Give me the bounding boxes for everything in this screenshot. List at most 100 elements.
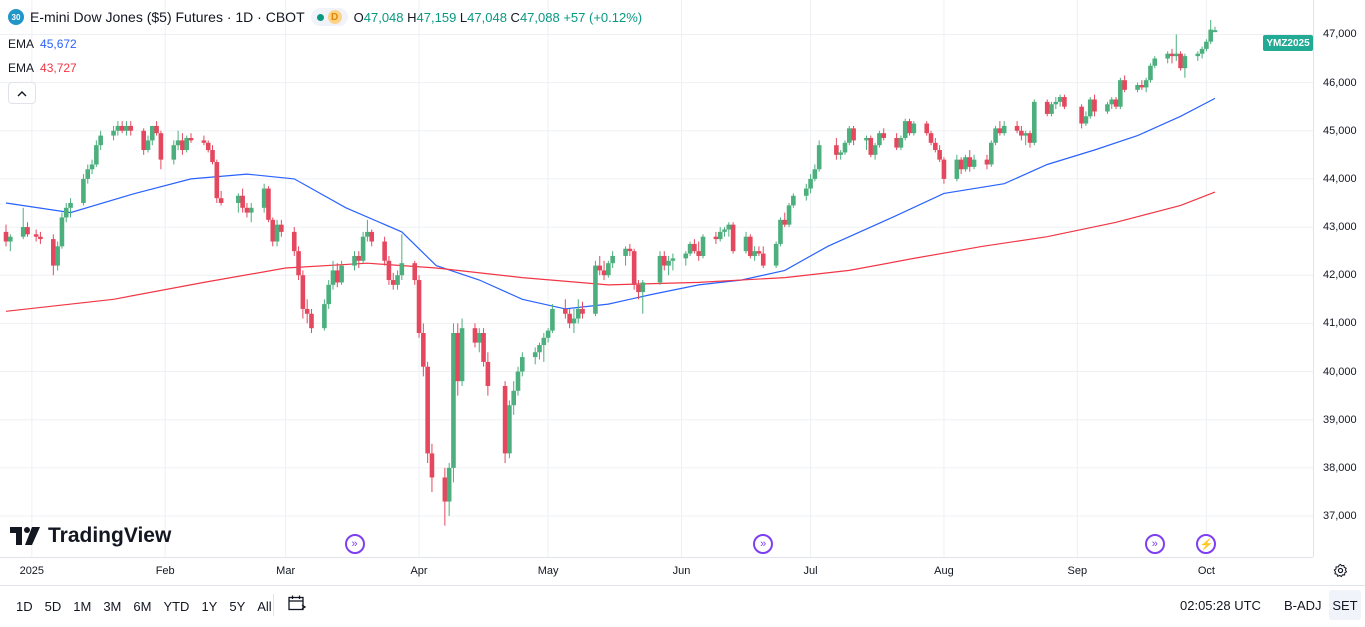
candle-body: [834, 145, 839, 155]
price-tick-label: 45,000: [1323, 124, 1357, 137]
ema-fast-line: [5, 97, 1216, 310]
candle-body: [261, 188, 267, 208]
candle: [1001, 121, 1007, 136]
candle: [623, 246, 628, 266]
range-button-6m[interactable]: 6M: [133, 598, 152, 614]
candle-body: [38, 236, 43, 240]
candle-body: [94, 145, 99, 165]
candle-body: [997, 128, 1003, 134]
candle: [1199, 46, 1205, 59]
range-button-5y[interactable]: 5Y: [229, 598, 246, 614]
range-button-1y[interactable]: 1Y: [201, 598, 218, 614]
range-buttons: 1D 5D 1M 3M 6M YTD 1Y 5Y All: [10, 596, 278, 616]
adjustment-toggle[interactable]: B-ADJ: [1284, 598, 1322, 613]
candle-body: [33, 234, 39, 237]
candle: [184, 135, 190, 153]
dividend-event-marker[interactable]: »: [1144, 534, 1165, 554]
market-open-icon: [316, 13, 324, 21]
chart-area[interactable]: [0, 0, 1313, 557]
candle-body: [322, 304, 327, 329]
candle-body: [864, 137, 869, 141]
dividend-event-marker[interactable]: »: [344, 534, 365, 554]
candle-body: [279, 224, 284, 232]
candle: [455, 323, 461, 396]
candle-body: [713, 236, 719, 240]
candle: [550, 304, 555, 334]
candle-body: [606, 263, 611, 276]
candle-body: [1105, 104, 1110, 112]
candle-body: [296, 251, 301, 276]
range-button-3m[interactable]: 3M: [103, 598, 122, 614]
candle-body: [429, 453, 435, 478]
market-status[interactable]: D: [310, 8, 348, 26]
candle: [941, 157, 947, 184]
candle: [214, 159, 220, 203]
candle-body: [1044, 101, 1050, 114]
candle-body: [218, 198, 224, 203]
ema-slow-legend[interactable]: EMA 43,727: [8, 61, 77, 75]
candle: [786, 202, 792, 228]
candle: [1087, 97, 1093, 119]
candle-body: [1087, 99, 1093, 117]
collapse-legend-button[interactable]: [8, 82, 36, 104]
range-button-1m[interactable]: 1M: [73, 598, 92, 614]
dividend-event-marker[interactable]: »: [753, 534, 774, 554]
candle: [640, 280, 646, 314]
range-button-ytd[interactable]: YTD: [163, 598, 190, 614]
candle: [94, 140, 99, 167]
price-axis[interactable]: [1313, 0, 1365, 557]
earnings-event-marker[interactable]: ⚡: [1196, 534, 1217, 554]
chart-settings-button[interactable]: [1330, 562, 1350, 582]
candle-body: [1152, 58, 1158, 66]
candle-body: [937, 150, 942, 160]
candle-body: [958, 159, 964, 170]
candle: [416, 275, 422, 338]
candle: [442, 467, 448, 526]
candle-body: [683, 253, 689, 259]
candle-body: [756, 251, 762, 254]
time-axis[interactable]: 2025 Feb Mar Apr May Jun Jul Aug Sep Oct: [0, 557, 1313, 586]
range-button-5d[interactable]: 5D: [44, 598, 62, 614]
candle: [399, 234, 405, 281]
candle-body: [270, 219, 276, 242]
candle-body: [386, 260, 392, 281]
candle: [124, 121, 129, 136]
candle: [205, 140, 211, 153]
candle: [803, 183, 809, 201]
candle: [339, 260, 344, 285]
candle: [748, 234, 753, 259]
range-button-1d[interactable]: 1D: [16, 598, 33, 614]
candle-body: [81, 178, 86, 203]
candle: [696, 241, 702, 261]
candle-body: [791, 195, 796, 206]
candle: [683, 251, 689, 266]
candle: [3, 224, 9, 247]
range-button-all[interactable]: All: [257, 598, 272, 614]
ema-fast-legend[interactable]: EMA 45,672: [8, 37, 77, 51]
candle-body: [1019, 130, 1024, 136]
candle-body: [640, 282, 646, 293]
candle-body: [877, 133, 882, 146]
time-tick-label: 2025: [19, 565, 45, 577]
price-change: +57 (+0.12%): [563, 9, 643, 25]
session-button[interactable]: SET: [1329, 590, 1361, 620]
candle-body: [399, 263, 405, 276]
candle: [851, 125, 856, 146]
candle-body: [717, 231, 723, 240]
price-chart[interactable]: [0, 0, 1313, 557]
price-tick-label: 43,000: [1323, 221, 1357, 234]
candle: [141, 128, 146, 155]
candle-body: [352, 255, 357, 266]
tradingview-logo[interactable]: TradingView: [10, 524, 171, 548]
candle-body: [158, 133, 164, 160]
symbol-title[interactable]: E-mini Dow Jones ($5) Futures · 1D · CBO…: [30, 9, 305, 25]
candle: [954, 154, 960, 182]
candle: [657, 251, 663, 285]
candle-body: [382, 241, 387, 261]
candle: [606, 260, 611, 278]
candle-body: [274, 224, 280, 242]
utc-clock[interactable]: 02:05:28 UTC: [1180, 598, 1261, 613]
candle: [421, 323, 426, 377]
go-to-date-button[interactable]: [288, 595, 307, 615]
candle-body: [808, 178, 813, 189]
